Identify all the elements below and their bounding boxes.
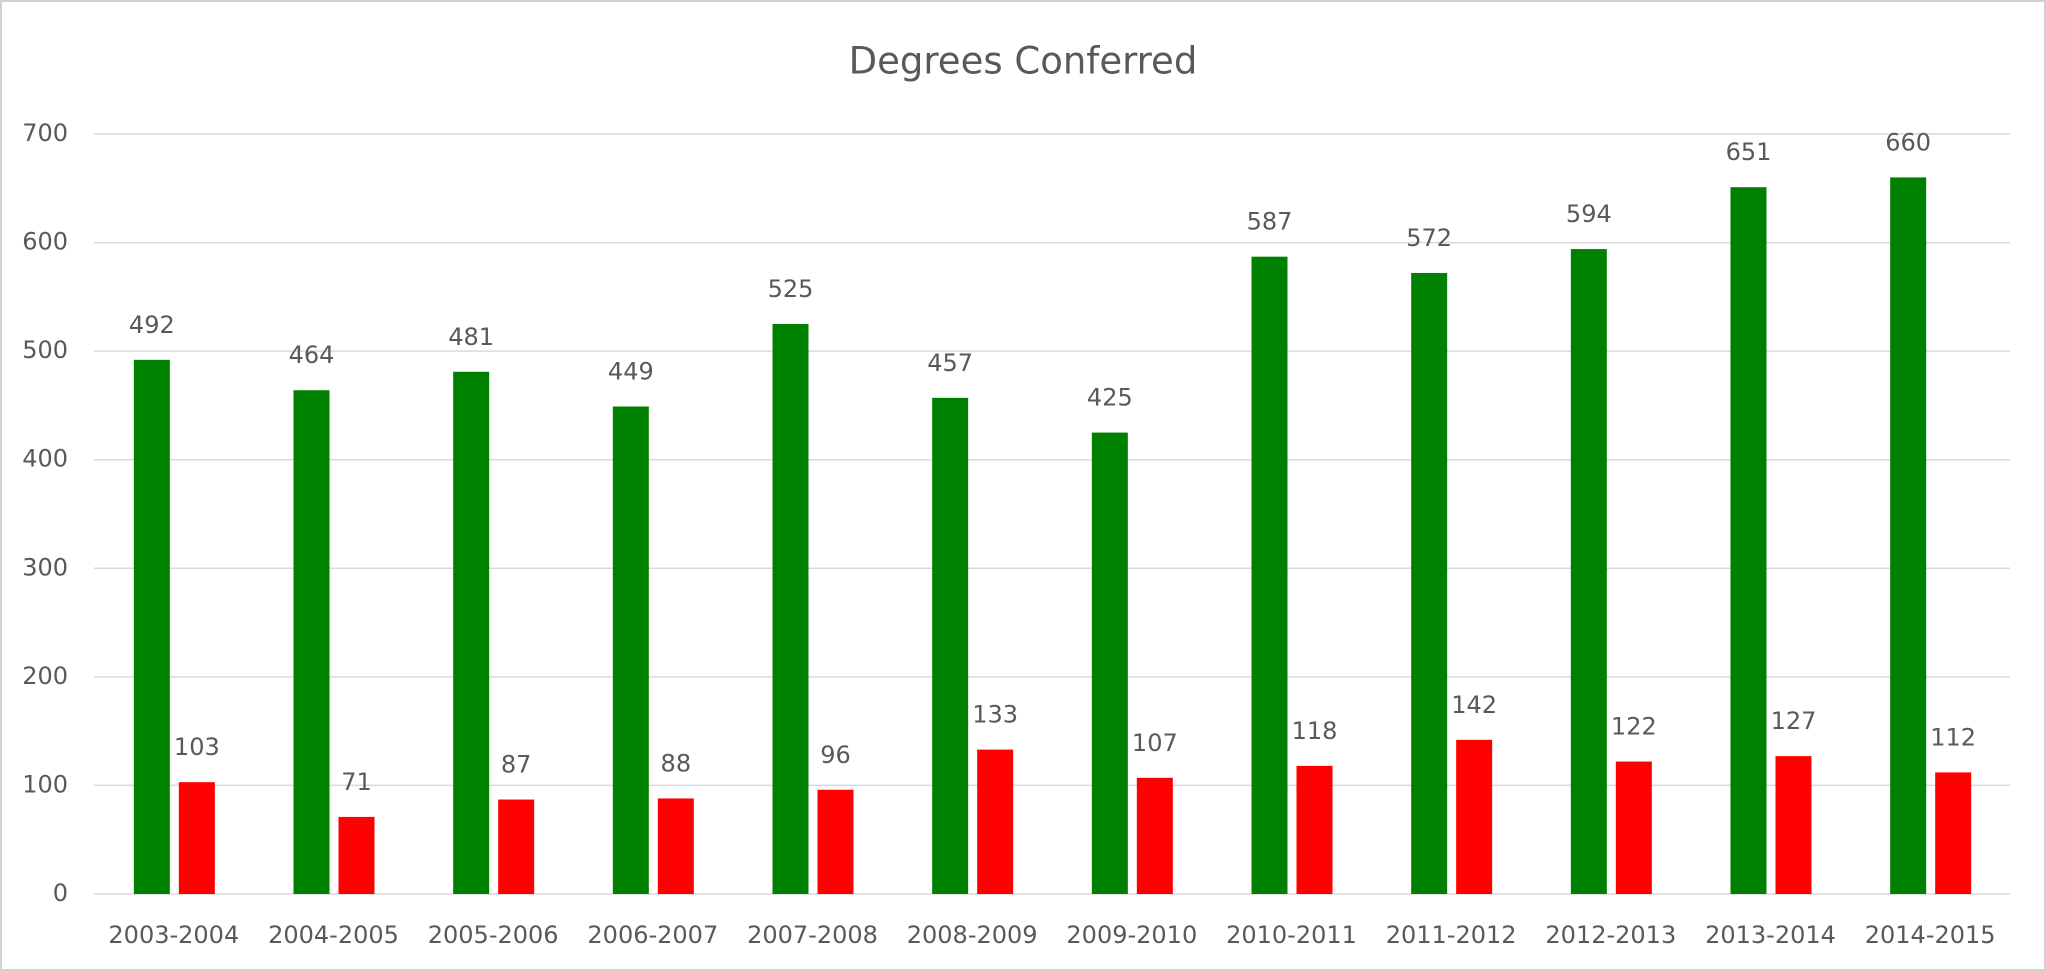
bar (1296, 765, 1333, 894)
x-tick-label: 2004-2005 (268, 921, 399, 949)
y-tick-label: 500 (22, 336, 68, 364)
data-label: 464 (289, 341, 335, 369)
data-label: 492 (129, 311, 175, 339)
bar (612, 406, 649, 894)
chart-title: Degrees Conferred (849, 40, 1198, 83)
x-tick-label: 2008-2009 (907, 921, 1038, 949)
bar (1615, 761, 1652, 894)
y-tick-label: 200 (22, 662, 68, 690)
data-label: 87 (501, 751, 532, 779)
bar (1136, 777, 1173, 894)
bar (977, 749, 1014, 894)
y-tick-label: 0 (53, 879, 68, 907)
data-label: 127 (1771, 707, 1817, 735)
bar (1935, 772, 1972, 894)
data-label: 651 (1726, 138, 1772, 166)
data-label: 457 (927, 349, 973, 377)
bar (1775, 756, 1812, 894)
bar (453, 371, 490, 894)
data-label: 122 (1611, 713, 1657, 741)
data-label: 71 (341, 768, 372, 796)
data-label: 118 (1292, 717, 1338, 745)
bar (1456, 739, 1493, 894)
x-tick-label: 2011-2012 (1386, 921, 1517, 949)
bar (772, 324, 809, 894)
y-tick-label: 100 (22, 770, 68, 798)
x-tick-label: 2006-2007 (587, 921, 718, 949)
data-label: 594 (1566, 200, 1612, 228)
data-label: 449 (608, 358, 654, 386)
x-tick-label: 2013-2014 (1705, 921, 1836, 949)
bar (932, 397, 969, 894)
bar (1251, 256, 1288, 895)
bar (133, 359, 170, 894)
bar (293, 390, 330, 894)
x-tick-label: 2009-2010 (1066, 921, 1197, 949)
data-label: 481 (448, 323, 494, 351)
bar (657, 798, 694, 894)
bar (1730, 187, 1767, 894)
data-label: 525 (768, 275, 814, 303)
bar (1570, 249, 1607, 895)
bar (178, 782, 215, 894)
data-label: 88 (661, 749, 692, 777)
x-tick-label: 2012-2013 (1545, 921, 1676, 949)
data-label: 142 (1451, 691, 1497, 719)
data-label: 587 (1247, 208, 1293, 236)
data-label: 96 (820, 741, 851, 769)
bar (817, 789, 854, 894)
y-tick-label: 300 (22, 553, 68, 581)
x-tick-label: 2007-2008 (747, 921, 878, 949)
bar (498, 799, 535, 894)
bar (1091, 432, 1128, 894)
y-tick-label: 700 (22, 119, 68, 147)
data-label: 103 (174, 733, 220, 761)
y-tick-label: 600 (22, 228, 68, 256)
x-tick-label: 2014-2015 (1865, 921, 1996, 949)
x-tick-label: 2003-2004 (108, 921, 239, 949)
bar (1411, 272, 1448, 894)
data-label: 107 (1132, 729, 1178, 757)
x-tick-label: 2010-2011 (1226, 921, 1357, 949)
data-label: 112 (1930, 723, 1976, 751)
data-label: 660 (1885, 128, 1931, 156)
data-label: 425 (1087, 384, 1133, 412)
bar (338, 816, 375, 894)
y-tick-label: 400 (22, 445, 68, 473)
x-tick-label: 2005-2006 (428, 921, 559, 949)
data-label: 133 (972, 701, 1018, 729)
data-label: 572 (1406, 224, 1452, 252)
bar (1890, 177, 1927, 894)
